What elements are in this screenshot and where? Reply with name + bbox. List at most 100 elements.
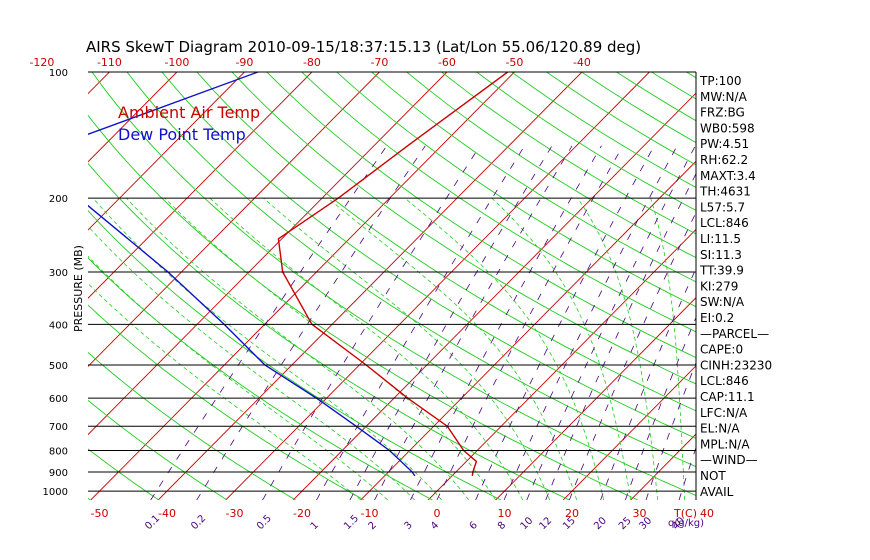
isotherm-line — [88, 72, 448, 436]
index-entry: LCL:846 — [700, 374, 749, 388]
pressure-tick-label: 300 — [49, 268, 68, 279]
isotherm-line — [766, 72, 870, 500]
moist-adiabat-line — [650, 198, 686, 500]
index-entry: —PARCEL— — [700, 327, 769, 341]
isotherm-line — [88, 72, 178, 163]
dry-adiabat-line — [88, 448, 159, 500]
isotherm-line — [88, 72, 380, 368]
isotherm-line — [90, 72, 515, 500]
dry-adiabat-line — [88, 351, 296, 500]
legend-ambient-air: Ambient Air Temp — [118, 103, 260, 122]
isotherm-line — [833, 72, 870, 500]
index-entry: KI:279 — [700, 279, 738, 293]
isotherm-line — [292, 92, 696, 500]
dry-adiabat-line — [406, 72, 696, 259]
index-entry: CAP:11.1 — [700, 390, 755, 404]
dry-adiabat-line — [371, 72, 696, 283]
dry-adiabat-line — [88, 399, 228, 500]
index-entry: LFC:N/A — [700, 406, 748, 420]
index-entry: SW:N/A — [700, 295, 745, 309]
index-entry: MAXT:3.4 — [700, 169, 756, 183]
isotherm-line — [225, 72, 650, 500]
mixing-ratio-tick-label: 0.5 — [255, 513, 274, 532]
dry-adiabat-line — [88, 210, 502, 500]
top-temperature-tick-label: -50 — [505, 56, 523, 69]
moist-adiabat-line — [126, 197, 470, 500]
bottom-temperature-tick-label: 20 — [565, 507, 579, 520]
dry-adiabat-line — [721, 72, 870, 500]
top-temperature-tick-label: -90 — [235, 56, 253, 69]
mixing-ratio-line — [410, 145, 602, 500]
index-entry: LCL:846 — [700, 216, 749, 230]
index-entry: PW:4.51 — [700, 137, 749, 151]
moist-adiabat-line — [263, 197, 551, 500]
mixing-ratio-line — [262, 145, 481, 500]
bottom-temperature-tick-label: -50 — [91, 507, 109, 520]
index-entry: AVAIL — [700, 485, 734, 499]
index-entry: TH:4631 — [699, 185, 751, 199]
index-entry: CINH:23230 — [700, 358, 772, 372]
legend-dew-point: Dew Point Temp — [118, 125, 246, 144]
dry-adiabat-line — [336, 72, 696, 308]
index-entry: WB0:598 — [700, 121, 755, 135]
dry-adiabat-line — [476, 72, 696, 211]
dry-adiabat-line — [88, 162, 570, 500]
mixing-ratio-tick-label: 20 — [592, 515, 609, 532]
bottom-temperature-tick-label: 40 — [700, 507, 714, 520]
moist-adiabat-line — [327, 197, 578, 500]
pressure-tick-label: 1000 — [43, 487, 68, 498]
top-temperature-tick-label: -70 — [370, 56, 388, 69]
isotherm-line — [88, 72, 110, 95]
mixing-ratio-tick-label: 1.5 — [342, 513, 361, 532]
index-entry: EL:N/A — [700, 422, 740, 436]
dry-adiabat-line — [266, 72, 696, 359]
isotherm-line — [630, 433, 696, 500]
bottom-temperature-tick-label: -30 — [226, 507, 244, 520]
bottom-temperature-tick-label: -20 — [293, 507, 311, 520]
index-entry: LI:11.5 — [700, 232, 741, 246]
bottom-temperature-tick-label: -10 — [361, 507, 379, 520]
index-entry: MW:N/A — [700, 90, 748, 104]
isotherm-line — [495, 297, 696, 500]
dry-adiabat-line — [196, 72, 696, 412]
mixing-ratio-tick-label: 1 — [309, 520, 321, 532]
dry-adiabat-line — [88, 114, 639, 500]
bottom-temperature-tick-label: 30 — [633, 507, 647, 520]
pressure-tick-label: 700 — [49, 422, 68, 433]
moist-adiabat-line — [88, 255, 388, 500]
pressure-tick-label: 800 — [49, 447, 68, 458]
index-entry: —WIND— — [700, 453, 758, 467]
mixing-ratio-line — [526, 145, 696, 500]
top-temperature-tick-label: -60 — [438, 56, 456, 69]
index-entry: EI:0.2 — [700, 311, 734, 325]
dry-adiabat-line — [91, 72, 696, 497]
dry-adiabat-line — [88, 257, 433, 500]
top-temperature-tick-label: -40 — [573, 56, 591, 69]
bottom-temperature-tick-label: -40 — [158, 507, 176, 520]
pressure-tick-label: 200 — [49, 194, 68, 205]
top-temperature-tick-label: -80 — [303, 56, 321, 69]
mixing-ratio-line — [436, 145, 624, 500]
index-entry: SI:11.3 — [700, 248, 742, 262]
mixing-ratio-tick-label: 2 — [367, 520, 379, 532]
mixing-ratio-tick-label: 3 — [403, 520, 415, 532]
moist-adiabat-line — [404, 197, 605, 500]
dry-adiabat-line — [0, 72, 22, 500]
top-temperature-tick-label: -120 — [29, 56, 54, 69]
top-temperature-tick-label: -100 — [164, 56, 189, 69]
pressure-tick-label: 500 — [49, 361, 68, 372]
pressure-tick-label: 600 — [49, 394, 68, 405]
isotherm-line — [88, 72, 245, 231]
isotherm-line — [427, 228, 696, 500]
pressure-tick-label: 100 — [49, 68, 68, 79]
index-entry: MPL:N/A — [700, 437, 750, 451]
dry-adiabat-line — [231, 72, 696, 385]
mixing-ratio-tick-label: 8 — [496, 520, 508, 532]
top-temperature-tick-label: -110 — [97, 56, 122, 69]
moist-adiabat-line — [164, 197, 497, 500]
bottom-temperature-tick-label: 10 — [498, 507, 512, 520]
moist-adiabat-line — [88, 225, 415, 500]
pressure-tick-label: 400 — [49, 320, 68, 331]
index-entry: TT:39.9 — [699, 264, 744, 278]
